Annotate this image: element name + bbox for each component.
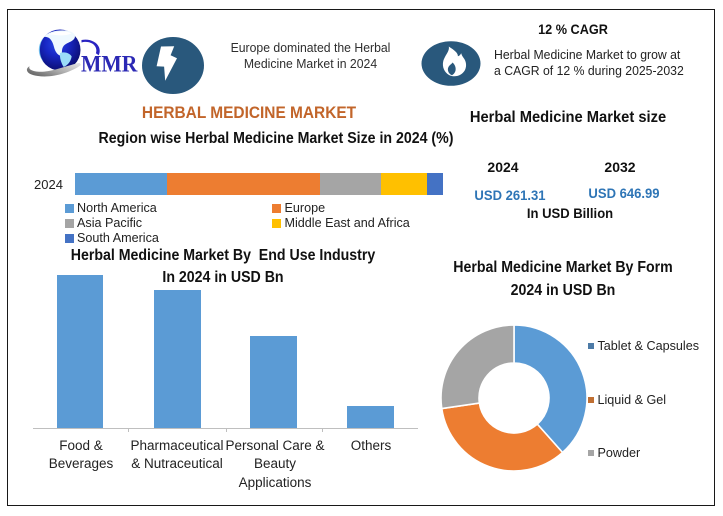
svg-text:MMR: MMR	[81, 51, 138, 77]
